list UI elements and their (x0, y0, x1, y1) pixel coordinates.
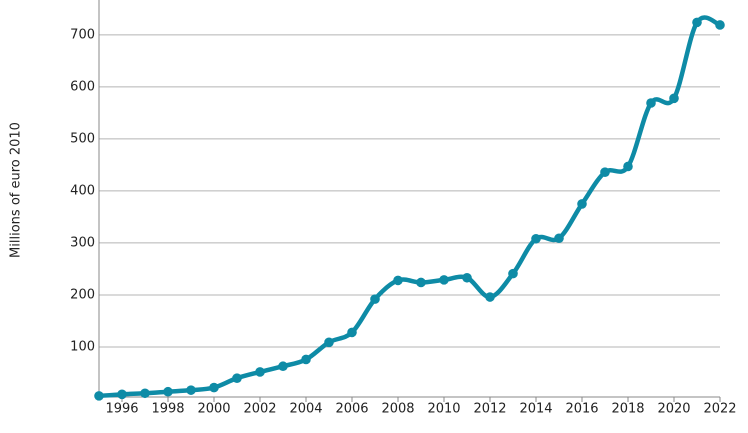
data-point (209, 382, 219, 393)
y-tick-label: 100 (70, 339, 95, 354)
data-point (324, 337, 334, 348)
data-point (232, 373, 242, 383)
data-point (462, 272, 472, 283)
x-tick-label: 2014 (519, 402, 552, 417)
x-tick-label: 2016 (565, 402, 598, 417)
x-tick-label: 2020 (657, 402, 690, 417)
data-point (301, 354, 311, 365)
data-point (278, 361, 288, 372)
data-point (531, 233, 541, 244)
x-tick-label: 1998 (151, 402, 184, 417)
y-tick-label: 700 (70, 27, 95, 42)
x-tick-label: 2010 (427, 402, 460, 417)
x-tick-label: 2000 (197, 402, 230, 417)
data-point (623, 161, 633, 172)
x-tick-label: 2004 (289, 402, 322, 417)
data-point (94, 391, 104, 401)
data-point (186, 385, 196, 395)
data-point (370, 294, 380, 304)
x-tick-label: 2008 (381, 402, 414, 417)
data-point (416, 277, 426, 288)
data-point (140, 388, 150, 399)
data-point (692, 17, 702, 28)
data-point (117, 389, 127, 400)
data-point (347, 327, 357, 338)
data-point (393, 275, 403, 286)
y-tick-label: 600 (70, 79, 95, 94)
data-point (508, 268, 518, 279)
x-tick-label: 2006 (335, 402, 368, 417)
y-tick-label: 200 (70, 287, 95, 302)
x-tick-label: 1996 (105, 402, 138, 417)
y-tick-label: 300 (70, 235, 95, 250)
y-tick-label: 500 (70, 131, 95, 146)
data-point (439, 275, 449, 285)
data-point (715, 20, 725, 30)
data-point (600, 167, 610, 177)
y-axis-label: Millions of euro 2010 (9, 122, 24, 258)
data-point (485, 292, 495, 302)
data-point (163, 386, 173, 397)
series-line (98, 15, 721, 399)
x-tick-label: 2012 (473, 402, 506, 417)
data-point (255, 367, 265, 377)
data-point (669, 93, 679, 104)
data-point (646, 98, 656, 108)
y-tick-label: 400 (70, 183, 95, 198)
data-point (554, 233, 564, 244)
x-tick-label: 2022 (703, 402, 736, 417)
data-point (577, 199, 587, 209)
x-tick-label: 2002 (243, 402, 276, 417)
x-tick-label: 2018 (611, 402, 644, 417)
